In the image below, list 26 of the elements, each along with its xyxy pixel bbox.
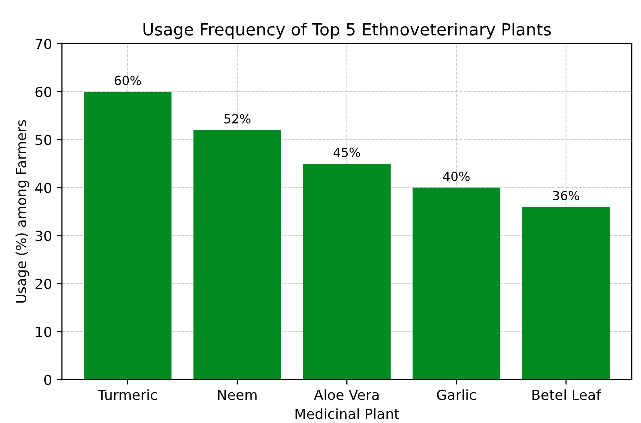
x-tick-label: Garlic: [437, 390, 476, 400]
x-tick-label: Neem: [218, 390, 257, 400]
y-tick-label: 50: [36, 134, 52, 146]
x-axis-title: Medicinal Plant: [296, 408, 400, 420]
y-tick-label: 10: [36, 326, 52, 338]
bar: [84, 92, 172, 380]
chart-title: Usage Frequency of Top 5 Ethnoveterinary Plants: [144, 22, 552, 40]
y-tick-label: 20: [36, 278, 52, 290]
y-tick-label: 60: [36, 86, 52, 98]
data-label: 52%: [224, 114, 251, 124]
x-tick-label: Aloe Vera: [314, 390, 379, 400]
y-tick-label: 0: [44, 374, 52, 386]
y-tick-label: 40: [35, 182, 52, 194]
bar: [303, 164, 391, 380]
data-label: 36%: [553, 191, 580, 201]
y-tick-label: 30: [36, 230, 52, 242]
x-tick-label: Turmeric: [98, 390, 158, 400]
data-label: 45%: [334, 148, 360, 158]
y-axis-title: Usage (%) among Farmers: [16, 120, 30, 303]
bar: [194, 130, 282, 380]
bar: [522, 207, 610, 380]
data-label: 60%: [114, 76, 142, 86]
x-tick-label: Betel Leaf: [532, 390, 602, 400]
data-label: 40%: [443, 172, 470, 182]
bar: [412, 188, 501, 380]
y-tick-label: 70: [36, 38, 52, 50]
